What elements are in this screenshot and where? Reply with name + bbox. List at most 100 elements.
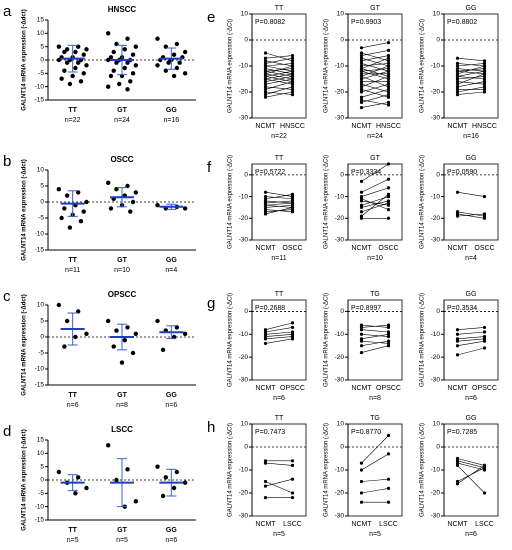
pair-line xyxy=(361,333,389,337)
tumor-point xyxy=(386,61,391,65)
data-point xyxy=(182,331,188,336)
ncmt-point xyxy=(455,456,460,461)
tumor-point xyxy=(482,491,487,495)
x-tick-label: NCMT xyxy=(351,245,372,252)
n-label: n=10 xyxy=(367,255,383,262)
tumor-point xyxy=(290,82,295,86)
tumor-point xyxy=(482,74,487,78)
ncmt-point xyxy=(455,56,460,60)
tumor-point xyxy=(290,463,295,467)
pair-line xyxy=(361,55,389,62)
y-tick-label: 10 xyxy=(241,421,249,428)
pair-line xyxy=(457,63,485,67)
data-point xyxy=(114,60,119,65)
tumor-point xyxy=(290,334,295,339)
tumor-point xyxy=(386,74,391,78)
y-tick-label: 10 xyxy=(37,30,45,37)
y-tick-label: 0 xyxy=(340,444,344,451)
tumor-point xyxy=(482,330,487,334)
y-tick-label: -30 xyxy=(431,377,441,384)
n-label: n=24 xyxy=(367,133,383,140)
panel-title: HNSCC xyxy=(108,5,137,14)
ncmt-point xyxy=(359,46,364,50)
pair-line xyxy=(265,327,293,333)
tumor-point xyxy=(482,67,487,71)
data-point xyxy=(122,47,127,52)
tumor-point xyxy=(386,323,391,327)
pair-line xyxy=(265,91,293,98)
y-tick-label: 0 xyxy=(244,308,248,315)
pair-line xyxy=(361,453,389,471)
pair-line xyxy=(265,60,293,67)
tumor-point xyxy=(482,194,487,199)
y-tick-label: 0 xyxy=(340,308,344,315)
pair-line xyxy=(361,178,389,193)
y-tick-label: -15 xyxy=(35,382,45,389)
subplot-title: TG xyxy=(370,291,380,298)
ncmt-point xyxy=(455,339,460,343)
ncmt-point xyxy=(455,328,460,332)
ncmt-point xyxy=(263,95,268,99)
data-point xyxy=(75,309,81,314)
ncmt-point xyxy=(359,328,364,332)
x-tick-label: NCMT xyxy=(351,521,372,528)
pair-line xyxy=(361,329,389,333)
ncmt-point xyxy=(359,197,364,201)
pair-line xyxy=(457,347,485,356)
x-tick-label: LSCC xyxy=(379,521,398,528)
data-point xyxy=(84,331,89,336)
ncmt-point xyxy=(455,72,460,76)
tumor-point xyxy=(386,82,391,86)
p-value: P=0.7285 xyxy=(447,429,477,436)
n-label: n=4 xyxy=(165,267,177,274)
tumor-point xyxy=(386,85,391,89)
pair-line xyxy=(265,65,293,72)
tumor-point xyxy=(290,72,295,76)
y-tick-label: -30 xyxy=(335,513,345,520)
data-point xyxy=(64,318,70,324)
y-tick-label: -10 xyxy=(35,503,45,510)
ncmt-point xyxy=(359,106,364,110)
ncmt-point xyxy=(263,90,268,94)
tumor-point xyxy=(386,59,391,63)
data-point xyxy=(75,475,81,480)
ncmt-point xyxy=(263,190,268,194)
ncmt-point xyxy=(359,179,364,183)
n-label: n=22 xyxy=(65,117,81,124)
pair-line xyxy=(361,340,389,347)
x-tick-label: NCMT xyxy=(351,123,372,130)
ncmt-point xyxy=(359,216,364,220)
ncmt-point xyxy=(359,210,364,214)
y-tick-label: 0 xyxy=(436,37,440,44)
y-tick-label: -30 xyxy=(431,115,441,122)
data-point xyxy=(177,60,182,65)
data-point xyxy=(81,209,86,214)
y-tick-label: -20 xyxy=(239,354,249,361)
ncmt-point xyxy=(263,461,268,465)
data-point xyxy=(84,63,89,68)
ncmt-point xyxy=(263,69,268,73)
data-point xyxy=(62,344,67,349)
pair-line xyxy=(457,81,485,85)
data-point xyxy=(171,52,177,57)
ncmt-point xyxy=(455,479,460,484)
ncmt-point xyxy=(359,491,364,495)
tumor-point xyxy=(482,212,487,216)
tumor-point xyxy=(290,477,295,481)
y-tick-label: 10 xyxy=(241,11,249,18)
pair-line xyxy=(265,200,293,204)
tumor-point xyxy=(482,80,487,84)
panel-letter: b xyxy=(3,153,11,170)
x-tick-label: TT xyxy=(68,527,77,534)
ncmt-point xyxy=(359,59,364,63)
ncmt-point xyxy=(359,80,364,84)
y-tick-label: -20 xyxy=(335,215,345,222)
data-point xyxy=(78,219,84,224)
y-tick-label: 0 xyxy=(436,444,440,451)
tumor-point xyxy=(386,90,391,94)
data-point xyxy=(56,302,62,308)
ncmt-point xyxy=(359,77,364,81)
tumor-point xyxy=(290,59,295,63)
y-axis-label: GALNT14 mRNA expression (-ΔCt) xyxy=(228,155,234,249)
y-tick-label: -15 xyxy=(35,97,45,104)
